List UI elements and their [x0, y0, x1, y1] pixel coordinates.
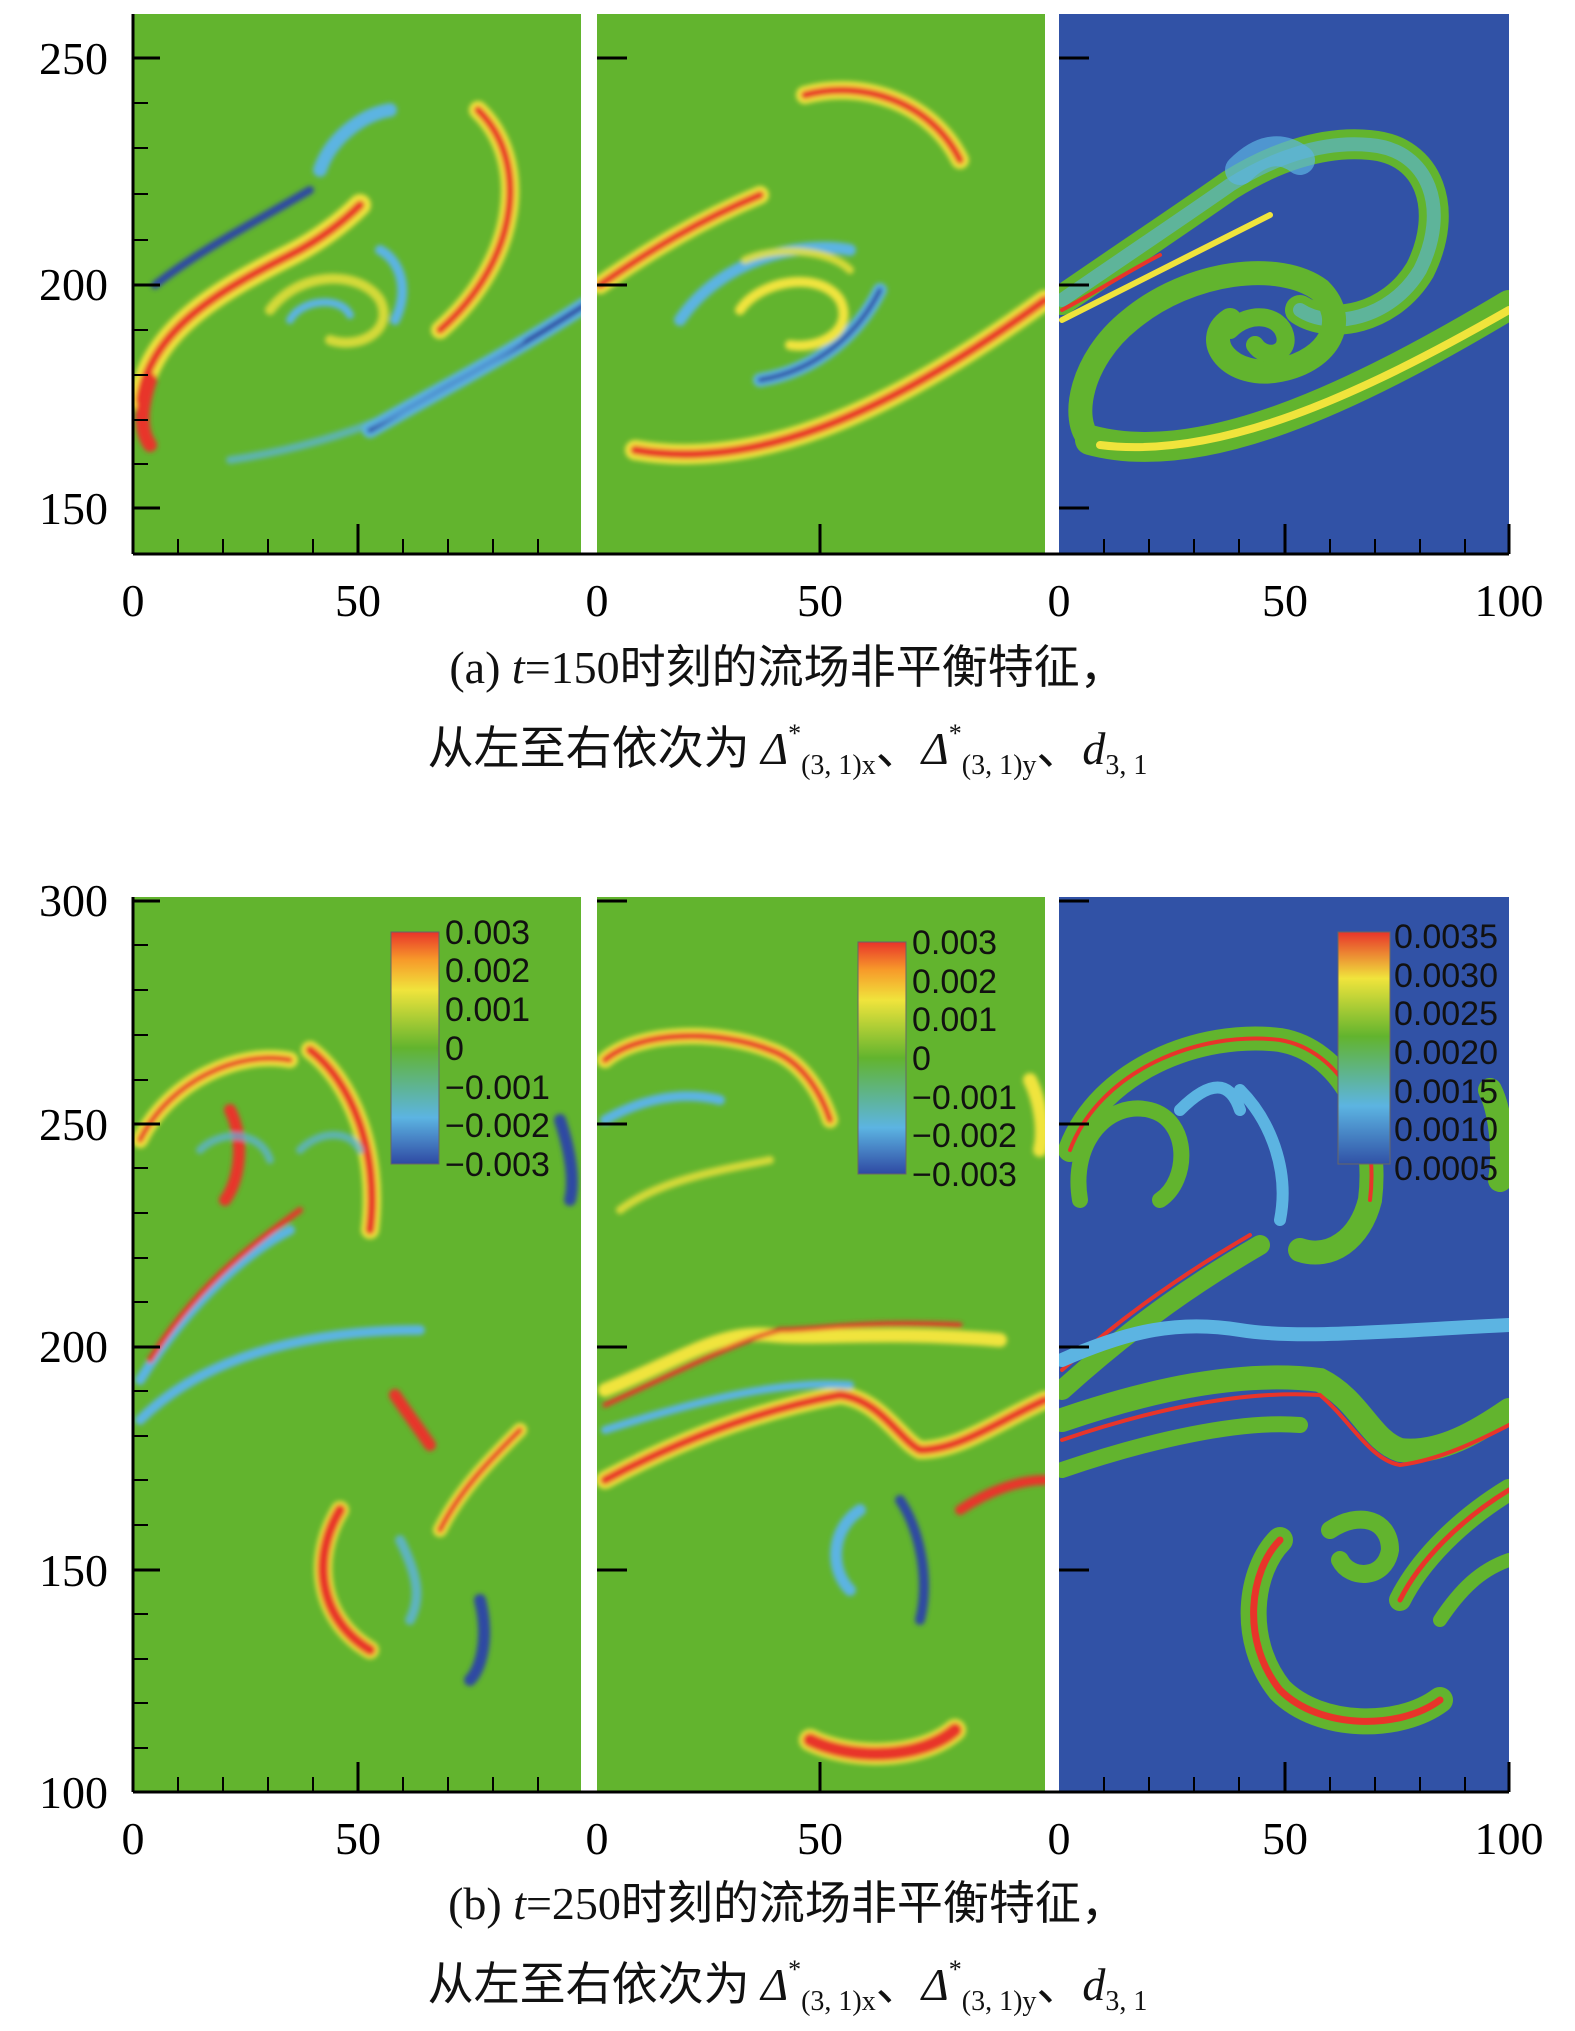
panel-b-xtick-1-0: 0: [122, 1813, 145, 1864]
legend-3-label-2: 0.0025: [1394, 995, 1498, 1033]
panel-a-minor-ticks: [133, 102, 1466, 554]
legend-3-label-6: 0.0005: [1394, 1150, 1498, 1188]
legend-1-label-3: 0: [445, 1030, 464, 1068]
legend-2-label-5: −0.002: [912, 1117, 1017, 1155]
legend-2-label-2: 0.001: [912, 1001, 997, 1039]
panel-b-xtick-3-0: 0: [1048, 1813, 1071, 1864]
legend-3-label-5: 0.0010: [1394, 1111, 1498, 1149]
caption-a-t: t: [511, 642, 525, 693]
panel-a-xtick-3-50: 50: [1262, 575, 1308, 626]
panel-a-xtick-2-50: 50: [797, 575, 843, 626]
panel-a-ytick-250: 250: [39, 33, 108, 84]
legend-3-label-0: 0.0035: [1394, 918, 1498, 956]
legend-2-colorbar: [857, 941, 907, 1175]
caption-a-sub2: (3, 1)y: [961, 750, 1037, 781]
panel-b-ytick-150: 150: [39, 1545, 108, 1596]
caption-a-sym3: d: [1082, 723, 1106, 774]
panel-b-xtick-2-0: 0: [586, 1813, 609, 1864]
legend-1-label-0: 0.003: [445, 914, 530, 952]
legend-2-label-6: −0.003: [912, 1156, 1017, 1194]
legend-1-label-1: 0.002: [445, 952, 530, 990]
panel-b-ytick-100: 100: [39, 1767, 108, 1818]
caption-b-star2: *: [948, 1955, 962, 1984]
panel-b-plot-1: 0.003 0.002 0.001 0 −0.001 −0.002 −0.003: [133, 897, 581, 1792]
legend-1-colorbar: [390, 931, 440, 1165]
caption-a-text: =150时刻的流场非平衡特征，: [524, 642, 1126, 693]
legend-1-label-5: −0.002: [445, 1107, 550, 1145]
legend-3-label-3: 0.0020: [1394, 1034, 1498, 1072]
caption-a-sub3: 3, 1: [1105, 750, 1148, 781]
panel-a-xtick-1-50: 50: [335, 575, 381, 626]
panel-b-ytick-200: 200: [39, 1321, 108, 1372]
panel-a-ytick-150: 150: [39, 483, 108, 534]
legend-1-label-6: −0.003: [445, 1146, 550, 1184]
caption-a-star1: *: [788, 719, 802, 748]
panel-b-xtick-3-50: 50: [1262, 1813, 1308, 1864]
caption-a-prefix: (a): [449, 642, 512, 693]
legend-2-label-1: 0.002: [912, 963, 997, 1001]
panel-a-ytick-200: 200: [39, 259, 108, 310]
caption-b-sub2: (3, 1)y: [961, 1986, 1037, 2017]
panel-a-xtick-2-0: 0: [586, 575, 609, 626]
caption-a-sym1: Δ: [761, 723, 789, 774]
caption-a-sep2: 、: [1036, 723, 1083, 774]
panel-a-plot-1: [133, 14, 581, 554]
legend-3-colorbar: [1337, 931, 1391, 1165]
legend-1-label-2: 0.001: [445, 991, 530, 1029]
panel-b-xtick-2-50: 50: [797, 1813, 843, 1864]
caption-b-sym2: Δ: [921, 1959, 949, 2010]
panel-b-axes: [131, 897, 1511, 1794]
panel-b-minor-ticks: [133, 944, 1466, 1792]
panel-b-ytick-300: 300: [39, 875, 108, 926]
caption-a-sep1: 、: [875, 723, 922, 774]
panel-b-xtick-1-50: 50: [335, 1813, 381, 1864]
panel-a-plot-2: [597, 14, 1045, 554]
caption-a-star2: *: [948, 719, 962, 748]
caption-a-sym2: Δ: [921, 723, 949, 774]
caption-b-line2-prefix: 从左至右依次为: [427, 1959, 762, 2010]
caption-b-sep1: 、: [875, 1959, 922, 2010]
caption-b-sym3: d: [1082, 1959, 1106, 2010]
caption-b-sub3: 3, 1: [1105, 1986, 1148, 2017]
legend-1-label-4: −0.001: [445, 1069, 550, 1107]
caption-b-sub1: (3, 1)x: [801, 1986, 876, 2017]
panel-a-xtick-3-0: 0: [1048, 575, 1071, 626]
caption-a-line-1: (a) t=150时刻的流场非平衡特征，: [0, 640, 1575, 696]
panel-b-plot-2: 0.003 0.002 0.001 0 −0.001 −0.002 −0.003: [597, 897, 1045, 1792]
caption-b-sep2: 、: [1036, 1959, 1083, 2010]
panel-b-ytick-250: 250: [39, 1099, 108, 1150]
caption-a-sub1: (3, 1)x: [801, 750, 876, 781]
legend-2-label-3: 0: [912, 1040, 931, 1078]
caption-b-line-2: 从左至右依次为 Δ*(3, 1)x、Δ*(3, 1)y、d3, 1: [0, 1942, 1575, 2030]
caption-b-t: t: [513, 1878, 526, 1929]
panel-a-plot-3: [1059, 14, 1509, 554]
caption-b-sym1: Δ: [761, 1959, 789, 2010]
caption-b-line-1: (b) t=250时刻的流场非平衡特征，: [0, 1876, 1575, 1932]
panel-a-xtick-3-100: 100: [1475, 575, 1544, 626]
panel-b-plot-1-field: [133, 897, 581, 1792]
panel-b-plot-3: 0.0035 0.0030 0.0025 0.0020 0.0015 0.001…: [1059, 897, 1509, 1792]
caption-b-prefix: (b): [448, 1878, 514, 1929]
caption-a-line-2: 从左至右依次为 Δ*(3, 1)x、Δ*(3, 1)y、d3, 1: [0, 706, 1575, 794]
caption-a-line2-prefix: 从左至右依次为: [427, 723, 762, 774]
legend-3-label-4: 0.0015: [1394, 1073, 1498, 1111]
panel-a-xtick-1-0: 0: [122, 575, 145, 626]
legend-3-label-1: 0.0030: [1394, 957, 1498, 995]
panel-b-xtick-3-100: 100: [1475, 1813, 1544, 1864]
legend-2-label-4: −0.001: [912, 1079, 1017, 1117]
caption-b-text: =250时刻的流场非平衡特征，: [525, 1878, 1127, 1929]
legend-2-label-0: 0.003: [912, 924, 997, 962]
caption-b-star1: *: [788, 1955, 802, 1984]
